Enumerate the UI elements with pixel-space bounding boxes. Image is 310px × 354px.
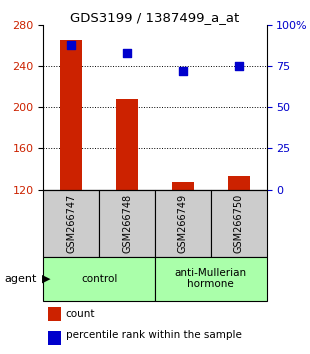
Text: GSM266747: GSM266747 — [66, 194, 76, 253]
Bar — [228, 176, 250, 190]
Text: count: count — [66, 309, 95, 319]
Text: GSM266748: GSM266748 — [122, 194, 132, 253]
Text: ▶: ▶ — [42, 274, 50, 284]
Bar — [172, 183, 194, 190]
Bar — [60, 40, 82, 190]
Bar — [43, 190, 99, 257]
Bar — [99, 190, 155, 257]
Bar — [155, 190, 211, 257]
Text: agent: agent — [5, 274, 37, 284]
Title: GDS3199 / 1387499_a_at: GDS3199 / 1387499_a_at — [70, 11, 240, 24]
Bar — [211, 190, 267, 257]
Bar — [155, 257, 267, 301]
Text: control: control — [81, 274, 117, 284]
Point — [236, 63, 241, 69]
Text: GSM266749: GSM266749 — [178, 194, 188, 253]
Text: percentile rank within the sample: percentile rank within the sample — [66, 330, 241, 340]
Bar — [116, 99, 138, 190]
Point — [180, 68, 185, 74]
Point — [69, 42, 74, 47]
Point — [125, 50, 130, 56]
Text: GSM266750: GSM266750 — [234, 194, 244, 253]
Bar — [48, 308, 61, 321]
Bar — [43, 257, 155, 301]
Bar — [48, 331, 61, 344]
Text: anti-Mullerian
hormone: anti-Mullerian hormone — [175, 268, 247, 290]
